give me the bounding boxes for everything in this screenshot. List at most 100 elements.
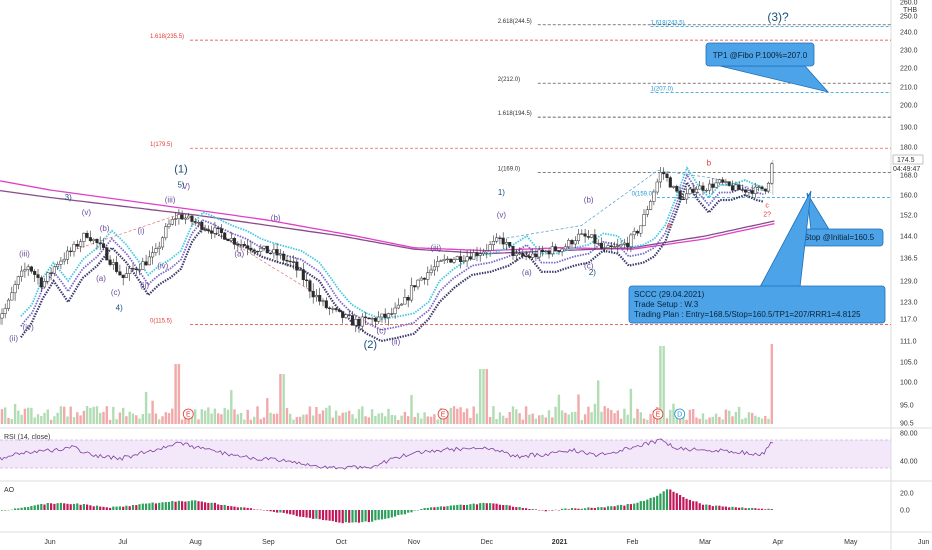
- ao-bar: [318, 510, 321, 520]
- month-label: Dec: [481, 539, 494, 546]
- ao-bar: [266, 510, 269, 511]
- ao-bar: [210, 502, 213, 510]
- candle-body: [557, 250, 561, 252]
- candle-body: [72, 243, 76, 252]
- ao-bar: [285, 510, 289, 514]
- volume-bar: [754, 415, 757, 424]
- ao-bar: [662, 491, 665, 510]
- volume-bar: [43, 412, 46, 424]
- candle-body: [105, 247, 109, 261]
- volume-bar: [518, 413, 521, 424]
- month-label: 2021: [552, 539, 568, 546]
- volume-bar: [705, 419, 708, 424]
- volume-bar: [13, 404, 17, 424]
- volume-bar: [167, 413, 171, 424]
- candle-body: [563, 246, 567, 250]
- volume-bar: [151, 400, 154, 424]
- price-tick-label: 260.0: [900, 0, 918, 7]
- volume-bar: [17, 410, 20, 424]
- candle-body: [544, 250, 548, 253]
- wave-label: 4): [116, 304, 123, 313]
- ao-bar: [420, 509, 423, 510]
- volume-bar: [747, 412, 751, 424]
- tp-callout[interactable]: TP1 @Fibo P.100%=207.0: [705, 42, 830, 93]
- volume-bar: [82, 410, 86, 424]
- volume-bar: [27, 407, 30, 424]
- candle-body: [465, 256, 469, 262]
- volume-bar: [135, 415, 138, 424]
- volume-bar: [138, 418, 141, 424]
- candle-body: [475, 252, 479, 256]
- volume-bar: [194, 409, 197, 424]
- candle-body: [85, 232, 89, 238]
- volume-bar: [636, 408, 639, 424]
- month-label: Aug: [189, 539, 202, 546]
- volume-bar: [158, 419, 161, 424]
- trading-plan-callout[interactable]: SCCC (29.04.2021) Trade Setup : W.3 Trad…: [628, 190, 886, 324]
- price-tick-label: 190.0: [900, 125, 918, 132]
- wave-label: (ii): [9, 334, 18, 343]
- ao-bar: [289, 510, 292, 515]
- rsi-panel: 80.00 40.00: [0, 431, 918, 470]
- candle-body: [609, 245, 613, 248]
- plan-line-2: Trade Setup : W.3: [634, 300, 699, 309]
- volume-bar: [606, 408, 610, 424]
- ao-bar: [148, 503, 151, 510]
- volume-bar: [315, 407, 318, 424]
- ao-bar: [705, 504, 708, 510]
- ao-bar: [387, 510, 390, 519]
- candle-body: [400, 303, 404, 306]
- candle-body: [170, 219, 174, 225]
- candle-body: [232, 238, 237, 245]
- wave-label: (3)?: [767, 10, 789, 24]
- volume-bar: [213, 408, 217, 424]
- candle-body: [567, 240, 571, 248]
- ao-bar: [724, 506, 727, 510]
- ao-bar: [17, 508, 20, 510]
- candle-body: [639, 225, 643, 234]
- volume-bar: [46, 409, 49, 424]
- volume-bars: [0, 344, 773, 424]
- wave-label: (1): [174, 164, 187, 176]
- ao-bar: [384, 510, 387, 519]
- candlesticks: [0, 162, 774, 333]
- event-marker: [652, 408, 664, 420]
- month-label: Jun: [918, 539, 929, 546]
- ribbon-cyan-line: [20, 166, 764, 320]
- candle-body: [36, 274, 40, 278]
- fib-label: 1.618(194.5): [498, 111, 532, 117]
- month-label: May: [844, 539, 858, 546]
- volume-bar: [312, 415, 315, 424]
- volume-bar: [230, 390, 233, 424]
- wave-label: (iv): [23, 323, 34, 332]
- candle-body: [108, 259, 112, 265]
- candle-body: [49, 272, 53, 274]
- stop-callout[interactable]: Stop @Initial=160.5: [794, 192, 884, 247]
- ao-bar: [312, 510, 315, 519]
- ao-bar: [603, 507, 606, 510]
- price-tick-label: 168.0: [900, 173, 918, 180]
- ao-bar: [590, 507, 593, 510]
- ao-bar: [43, 504, 46, 510]
- volume-bar: [128, 411, 131, 424]
- wave-label: 5): [177, 181, 184, 190]
- price-tick-label: 144.0: [900, 234, 918, 241]
- volume-bar: [259, 419, 262, 424]
- candle-body: [691, 188, 695, 193]
- price-tick-label: 210.0: [900, 85, 918, 92]
- volume-bar: [174, 364, 177, 424]
- ao-bar: [738, 507, 741, 510]
- wave-label: (a): [522, 268, 532, 277]
- wave-trend-line: [71, 214, 313, 292]
- candle-body: [16, 276, 20, 285]
- volume-bar: [370, 409, 374, 424]
- volume-bar: [551, 417, 554, 424]
- candle-body: [671, 185, 676, 188]
- volume-bar: [79, 415, 82, 424]
- ao-bar: [672, 491, 675, 510]
- candle-body: [157, 246, 161, 249]
- price-tick-label: 105.0: [900, 360, 918, 367]
- volume-bar: [387, 408, 390, 424]
- volume-bar: [154, 413, 158, 424]
